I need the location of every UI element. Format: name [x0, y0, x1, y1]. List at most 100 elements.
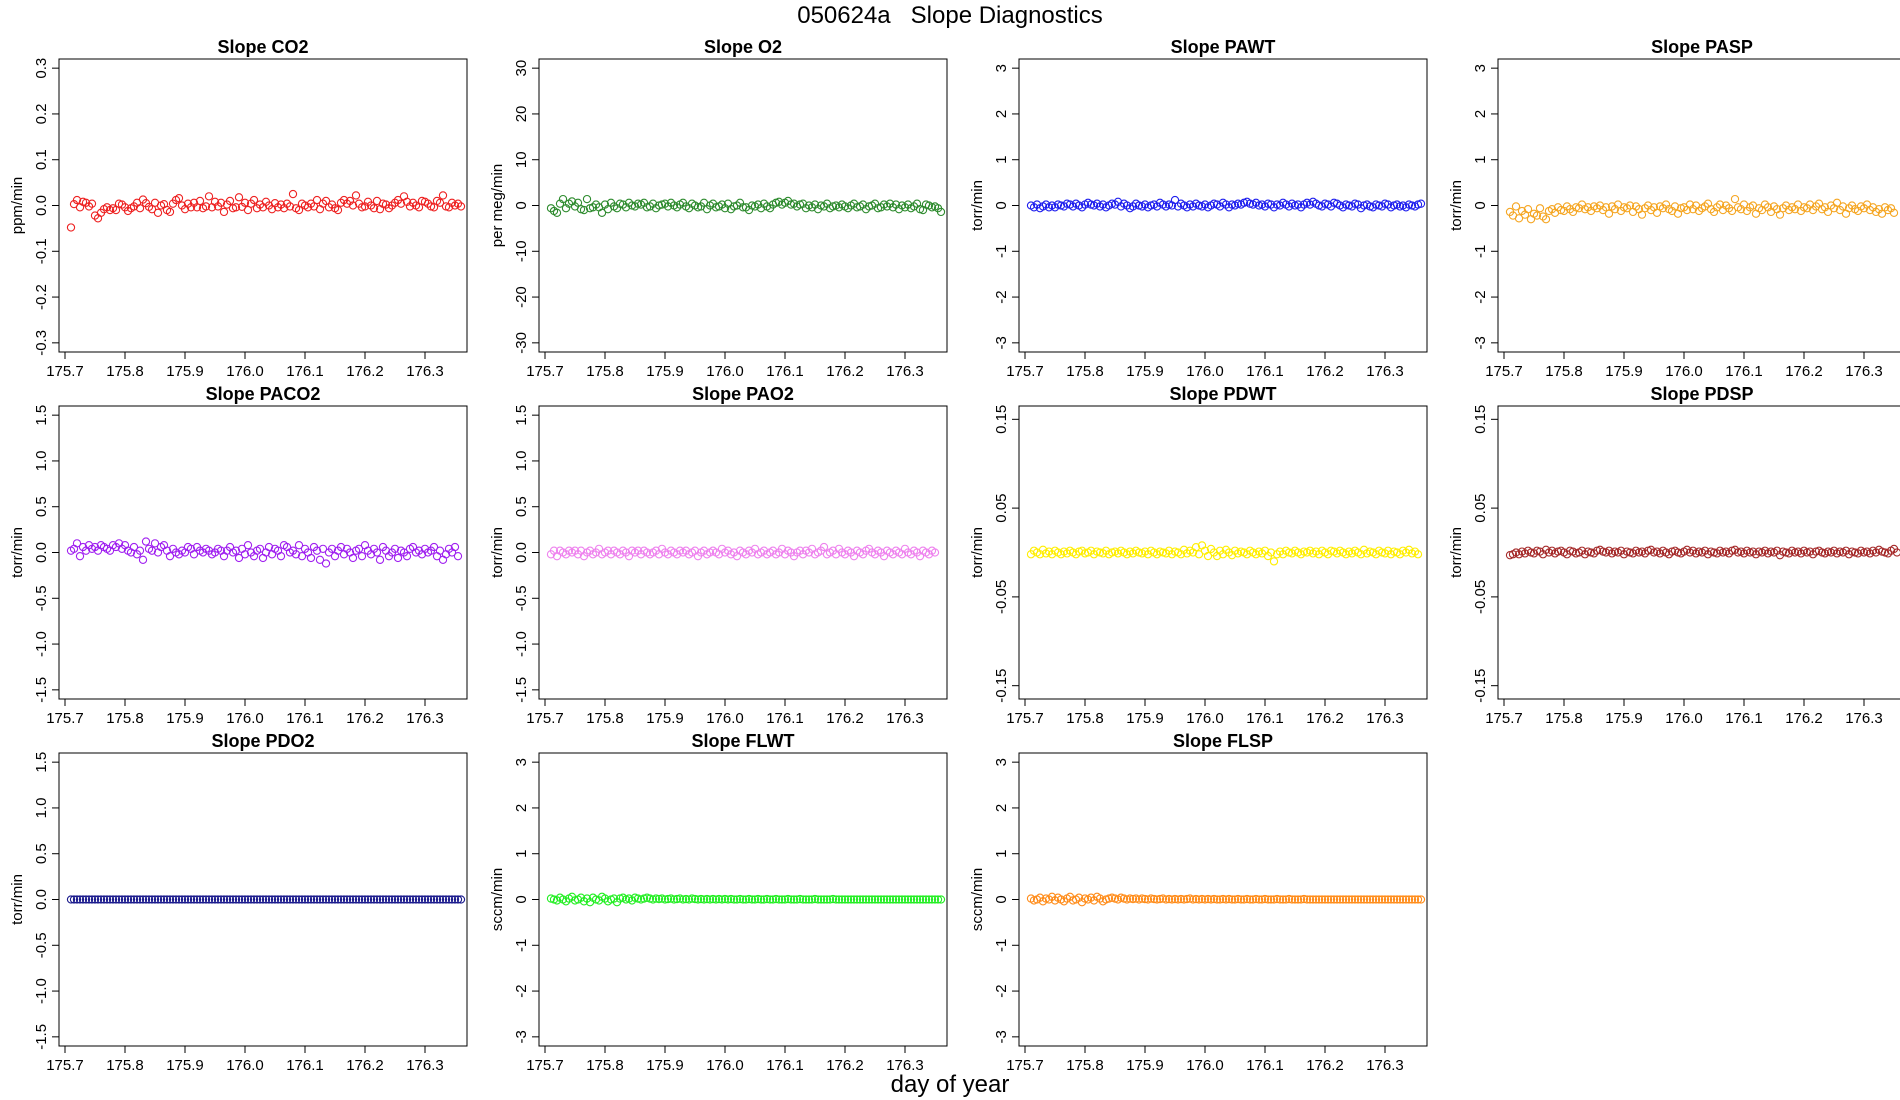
- data-point: [1296, 895, 1306, 904]
- data-point: [90, 895, 100, 904]
- y-tick-label: -0.05: [1472, 580, 1489, 614]
- y-tick-label: 3: [1472, 64, 1489, 72]
- data-point: [219, 895, 229, 904]
- data-point: [147, 895, 157, 904]
- data-point: [1176, 894, 1186, 904]
- data-point: [1371, 895, 1381, 904]
- data-point: [891, 895, 901, 904]
- x-tick-label: 176.2: [346, 1057, 384, 1074]
- data-point: [192, 895, 202, 904]
- y-axis-label: torr/min: [969, 180, 986, 231]
- data-point: [123, 895, 133, 904]
- data-point: [774, 895, 784, 904]
- data-point: [105, 895, 115, 904]
- data-point: [438, 895, 448, 904]
- data-point: [261, 895, 271, 904]
- data-point: [285, 202, 295, 211]
- data-point: [906, 895, 916, 904]
- data-point: [885, 895, 895, 904]
- data-point: [255, 895, 265, 904]
- data-point: [819, 542, 829, 552]
- data-point: [171, 895, 181, 904]
- y-tick-label: 0.05: [993, 494, 1010, 523]
- data-point: [327, 544, 337, 553]
- data-point: [333, 895, 343, 904]
- panel-title: Slope PACO2: [206, 384, 321, 404]
- data-point: [399, 895, 409, 904]
- y-tick-label: 0.1: [33, 149, 50, 170]
- y-tick-label: 20: [513, 106, 530, 123]
- x-tick-label: 176.0: [706, 363, 744, 380]
- x-tick-label: 176.3: [886, 710, 924, 727]
- data-point: [75, 895, 85, 904]
- x-tick-label: 175.9: [166, 363, 204, 380]
- y-tick-label: 3: [993, 64, 1010, 72]
- x-tick-label: 175.8: [1066, 1057, 1104, 1074]
- x-tick-label: 175.8: [106, 363, 144, 380]
- data-point: [1670, 202, 1680, 211]
- data-point: [813, 895, 823, 904]
- data-point: [858, 895, 868, 904]
- data-point: [1302, 895, 1312, 904]
- y-tick-label: 2: [1472, 110, 1489, 118]
- data-point: [450, 542, 460, 552]
- data-point: [729, 895, 739, 904]
- x-tick-label: 176.0: [1665, 363, 1703, 380]
- data-point: [597, 208, 607, 217]
- data-point: [777, 895, 787, 904]
- data-point: [408, 895, 418, 904]
- x-tick-label: 176.1: [1246, 710, 1284, 727]
- y-tick-label: 0.5: [33, 843, 50, 864]
- data-point: [93, 895, 103, 904]
- data-point: [1889, 208, 1899, 217]
- y-tick-label: -0.15: [993, 669, 1010, 703]
- data-point: [393, 553, 403, 563]
- data-point: [375, 555, 385, 564]
- data-point: [144, 895, 154, 904]
- data-point: [1284, 894, 1294, 904]
- x-tick-label: 175.9: [1126, 363, 1164, 380]
- data-point: [315, 555, 325, 564]
- data-point: [174, 194, 184, 203]
- y-tick-label: 1: [1472, 156, 1489, 164]
- data-point: [693, 895, 703, 904]
- x-tick-label: 176.1: [1725, 363, 1763, 380]
- data-point: [810, 894, 820, 904]
- data-point: [1155, 894, 1165, 904]
- data-point: [426, 895, 436, 904]
- data-point: [1374, 895, 1384, 904]
- data-point: [249, 195, 259, 205]
- plot-frame: [1497, 405, 1900, 700]
- data-point: [138, 555, 148, 564]
- data-point: [1305, 895, 1315, 904]
- data-point: [840, 895, 850, 904]
- data-point: [909, 895, 919, 904]
- data-point: [1299, 894, 1309, 904]
- data-point: [714, 894, 724, 904]
- data-point: [291, 550, 301, 559]
- data-point: [726, 894, 736, 904]
- panel-title: Slope PAO2: [692, 384, 794, 404]
- data-point: [1200, 895, 1210, 904]
- data-point: [1359, 895, 1369, 904]
- data-point: [834, 895, 844, 904]
- data-point: [1347, 895, 1357, 904]
- x-tick-label: 176.2: [1785, 710, 1823, 727]
- data-point: [402, 895, 412, 904]
- data-point: [1389, 895, 1399, 904]
- y-tick-label: 3: [513, 758, 530, 766]
- data-point: [1203, 551, 1213, 561]
- data-point: [141, 895, 151, 904]
- y-tick-label: 0.05: [1472, 494, 1489, 523]
- data-point: [456, 895, 466, 904]
- data-point: [246, 895, 256, 904]
- data-point: [258, 895, 268, 904]
- data-point: [135, 895, 145, 904]
- data-point: [864, 895, 874, 904]
- y-tick-label: -1.0: [33, 631, 50, 657]
- y-tick-label: 1.0: [33, 798, 50, 819]
- data-point: [390, 544, 400, 553]
- panel-title: Slope CO2: [217, 37, 308, 57]
